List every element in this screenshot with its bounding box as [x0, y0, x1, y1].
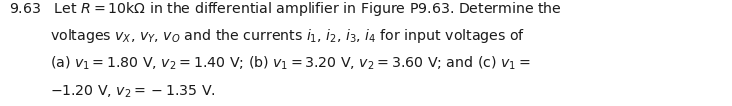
Text: voltages $v_X$, $v_Y$, $v_O$ and the currents $i_1$, $i_2$, $i_3$, $i_4$ for inp: voltages $v_X$, $v_Y$, $v_O$ and the cur…: [50, 27, 525, 45]
Text: 9.63   Let $R = 10\mathrm{k}\Omega$ in the differential amplifier in Figure P9.6: 9.63 Let $R = 10\mathrm{k}\Omega$ in the…: [9, 0, 561, 18]
Text: (a) $v_1 = 1.80$ V, $v_2 = 1.40$ V; (b) $v_1 = 3.20$ V, $v_2 = 3.60$ V; and (c) : (a) $v_1 = 1.80$ V, $v_2 = 1.40$ V; (b) …: [50, 55, 530, 72]
Text: $-1.20$ V, $v_2 = -1.35$ V.: $-1.20$ V, $v_2 = -1.35$ V.: [50, 83, 216, 100]
